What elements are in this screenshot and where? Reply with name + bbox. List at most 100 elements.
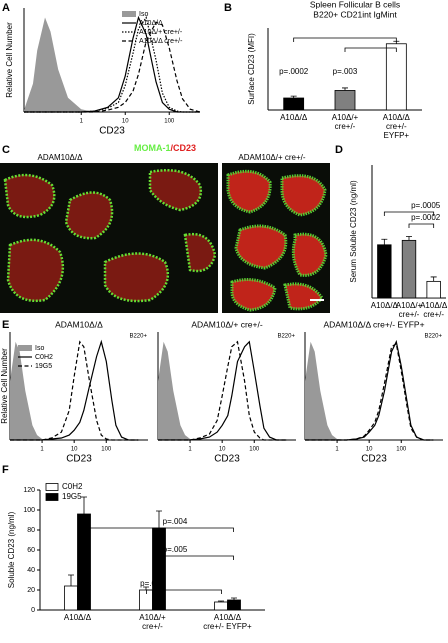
p-value-label: p=.0005 <box>411 201 441 210</box>
y-axis-label: Soluble CD23 (ng/ml) <box>7 511 16 588</box>
legend-label: A10Δ/Δ <box>139 20 163 27</box>
x-tick-label: 100 <box>396 447 407 453</box>
error-bar <box>156 510 162 528</box>
image-title: ADAM10Δ/Δ <box>38 153 84 162</box>
error-bar <box>81 496 87 514</box>
y-axis-label: Relative Cell Number <box>5 22 14 98</box>
chart-title: ADAM10Δ/Δ <box>55 319 103 329</box>
x-tick-label: cre+/- <box>423 310 444 319</box>
x-tick-label: cre+/- <box>335 122 356 131</box>
x-tick-label: 10 <box>219 447 226 453</box>
error-bar <box>430 276 437 282</box>
density-curve <box>158 341 287 440</box>
bar <box>152 527 166 611</box>
density-curve <box>305 341 434 440</box>
image-title: ADAM10Δ/+ cre+/- <box>238 153 305 162</box>
x-tick-label: 10 <box>122 119 129 125</box>
legend-label: C0H2 <box>62 482 83 491</box>
y-tick-label: 20 <box>27 587 35 594</box>
legend-swatch <box>122 11 136 17</box>
bar <box>64 585 78 611</box>
p-value-label: p=.0002 <box>411 213 441 222</box>
panel-label: C <box>2 144 10 156</box>
x-tick-label: A10Δ/Δ <box>280 113 308 122</box>
bracket <box>344 47 397 52</box>
panel-label: D <box>335 144 343 156</box>
bracket <box>83 527 234 532</box>
bracket <box>383 211 435 216</box>
x-axis-label: CD23 <box>66 454 92 465</box>
x-tick-label: A10Δ/Δ <box>214 613 242 622</box>
density-curve <box>305 342 434 441</box>
x-axis-label: CD23 <box>99 126 125 137</box>
x-tick-label: 10 <box>366 447 373 453</box>
error-bar <box>231 597 237 600</box>
x-tick-label: cre+/- <box>386 122 407 131</box>
error-bar <box>143 586 149 590</box>
chart-title: ADAM10Δ/Δ cre+/- EYFP+ <box>323 319 424 329</box>
y-tick-label: 120 <box>23 487 35 494</box>
y-tick-label: 80 <box>27 527 35 534</box>
x-tick-label: A10Δ/Δ <box>371 301 399 310</box>
micrograph-panel: MOMA-1/CD23 ADAM10Δ/Δ ADAM10Δ/+ cre+/- <box>0 143 330 313</box>
legend-label: 19G5 <box>35 363 52 370</box>
x-tick-label: A10Δ/+ <box>139 613 166 622</box>
bracket <box>408 223 435 228</box>
y-tick-label: 0 <box>31 607 35 614</box>
x-tick-label: cre+/- <box>142 622 163 631</box>
x-tick-label: A10Δ/+ <box>332 113 359 122</box>
bar <box>214 601 228 611</box>
y-axis-label: Surface CD23 (MFI) <box>247 33 256 105</box>
y-tick-label: 40 <box>27 567 35 574</box>
y-axis-label: Relative Cell Number <box>0 348 9 424</box>
chart-title: ADAM10Δ/+ cre+/- <box>191 319 263 329</box>
x-tick-label: A10Δ/Δ <box>420 301 448 310</box>
x-tick-label: 1 <box>80 119 84 125</box>
density-curve <box>158 340 287 441</box>
bar <box>139 589 153 611</box>
density-curve <box>24 21 201 113</box>
gate-label: B220+ <box>424 334 442 340</box>
x-tick-label: A10Δ/Δ <box>64 613 92 622</box>
density-curve <box>10 341 139 440</box>
legend-label: A10Δ/Δ cre+/- <box>139 38 183 45</box>
x-tick-label: 100 <box>249 447 260 453</box>
stain-red: /CD23 <box>170 143 196 153</box>
chart-title: Spleen Follicular B cells <box>310 0 400 9</box>
legend-swatch <box>18 345 32 351</box>
x-tick-label: cre+/- EYFP+ <box>203 622 252 631</box>
x-tick-label: A10Δ/+ <box>396 301 423 310</box>
chart-title: B220+ CD21int IgMint <box>313 9 397 19</box>
panel-label: A <box>2 2 10 14</box>
x-tick-label: 10 <box>71 447 78 453</box>
y-tick-label: 60 <box>27 547 35 554</box>
p-value-label: p=.003 <box>333 67 358 76</box>
bar <box>377 244 392 299</box>
bar <box>426 280 441 299</box>
follicle-rims <box>3 168 217 303</box>
gate-label: B220+ <box>129 334 147 340</box>
error-bar <box>290 95 297 99</box>
error-bar <box>218 600 224 602</box>
legend-swatch <box>45 483 59 491</box>
p-value-label: p=.007 <box>140 579 165 588</box>
legend-label: Iso <box>35 345 44 352</box>
error-bar <box>381 238 388 245</box>
x-tick-label: 1 <box>40 447 44 453</box>
bracket <box>146 589 222 594</box>
bar <box>283 97 305 111</box>
density-curve <box>305 339 434 441</box>
legend-label: Iso <box>139 11 148 18</box>
y-axis-label: Serum Soluble CD23 (ng/ml) <box>349 180 358 283</box>
legend-label: C0H2 <box>35 354 53 361</box>
bar <box>227 599 241 611</box>
follicle-rims <box>226 169 328 312</box>
error-bar <box>406 236 412 241</box>
x-tick-label: 100 <box>101 447 112 453</box>
bracket <box>158 555 234 560</box>
panel-label: B <box>224 2 232 14</box>
stain-green: MOMA-1 <box>134 143 171 153</box>
gate-label: B220+ <box>277 334 295 340</box>
x-tick-label: 1 <box>188 447 192 453</box>
panel-label: E <box>2 319 9 331</box>
